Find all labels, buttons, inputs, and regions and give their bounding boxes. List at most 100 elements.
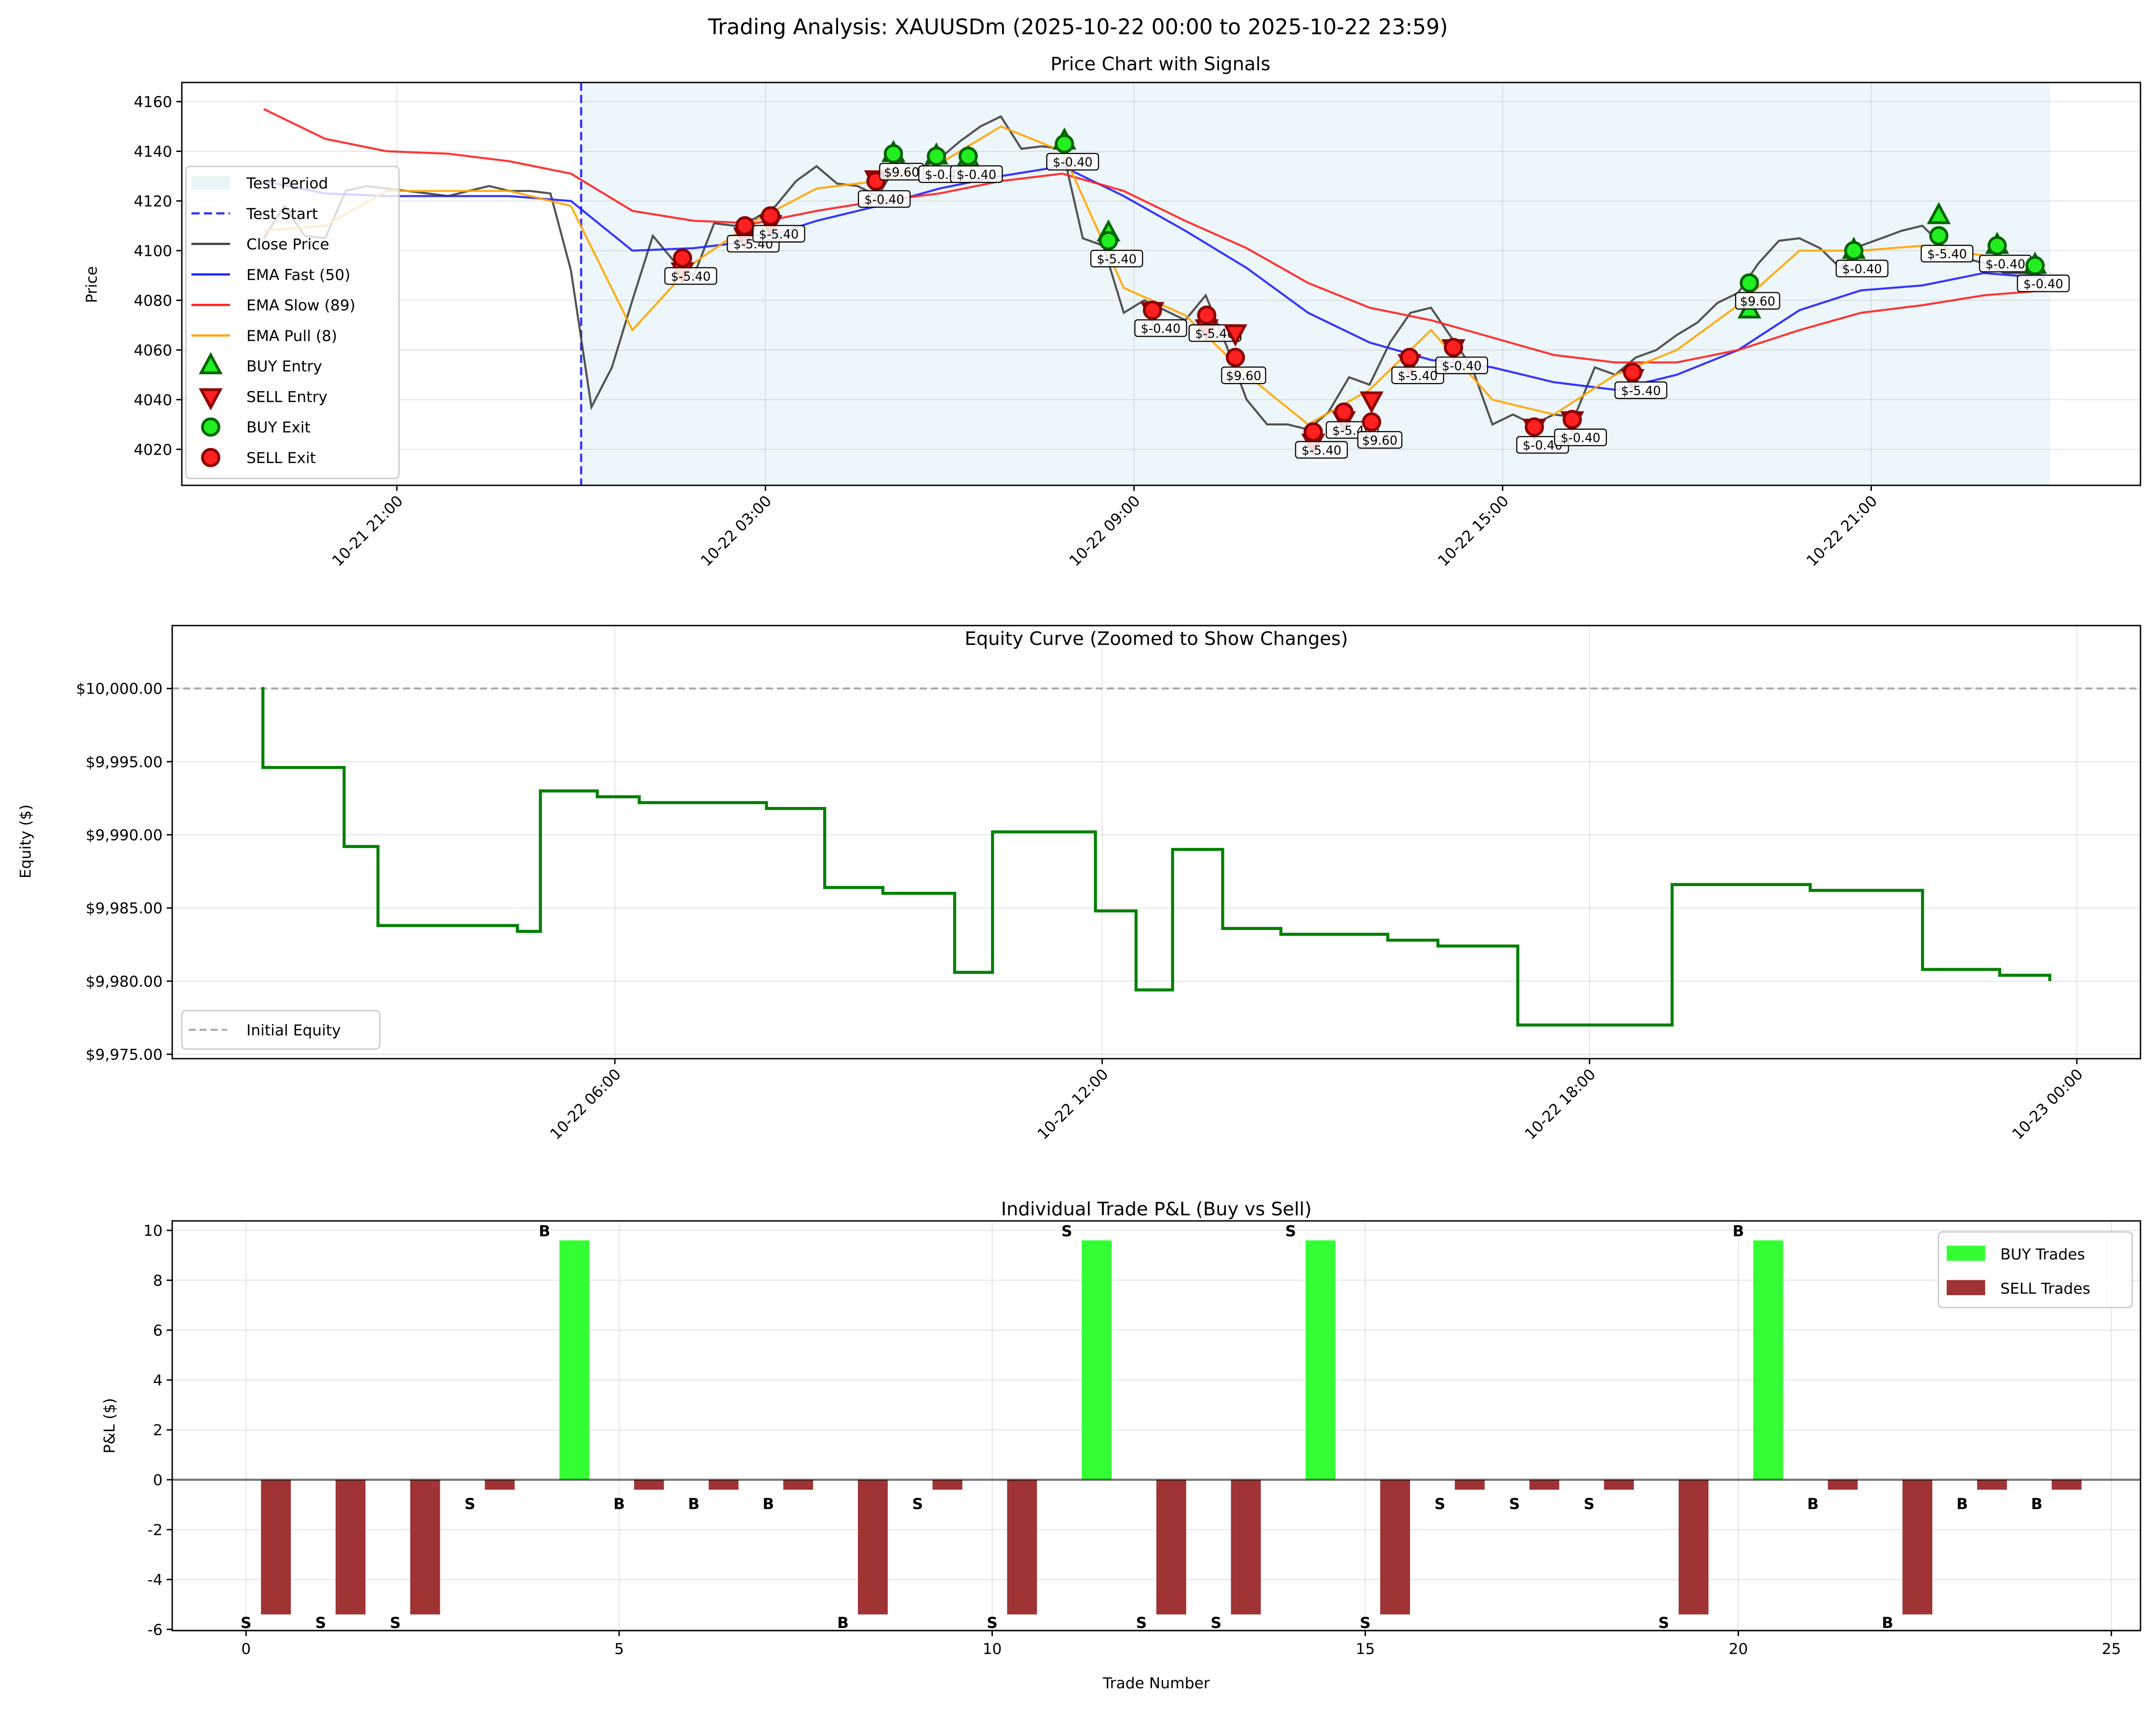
trade-side-label: S <box>241 1614 252 1632</box>
trade-side-label: S <box>1061 1223 1072 1240</box>
trade-side-label: S <box>1435 1495 1446 1513</box>
sell-exit-marker <box>1362 412 1382 432</box>
sell-exit-marker <box>1399 348 1419 367</box>
pnl-label: $9.60 <box>884 165 919 180</box>
trade-side-label: S <box>1360 1614 1371 1632</box>
trade-side-label: S <box>1136 1614 1147 1632</box>
pnl-label: $-0.40 <box>1053 155 1093 170</box>
pnl-bar <box>2051 1479 2082 1490</box>
legend-box <box>181 1010 380 1050</box>
pnl-bar <box>485 1479 515 1490</box>
pnl-chart: -6 -4 -2 0 2 4 6 8 10 0 5 10 15 20 25 S S S S B B B B B S S S S S S S S… <box>143 1220 2142 1658</box>
pnl-label: $-5.40 <box>1302 444 1342 458</box>
y-tick-label: 4100 <box>134 243 172 260</box>
legend-label: Close Price <box>246 236 329 253</box>
pnl-label: $-5.40 <box>1398 369 1438 383</box>
legend-label: EMA Fast (50) <box>246 266 351 284</box>
pnl-bar <box>1305 1240 1336 1480</box>
legend-label: BUY Trades <box>2000 1246 2085 1263</box>
pnl-label: $-5.40 <box>759 228 799 242</box>
trade-side-label: B <box>2031 1495 2043 1513</box>
sell-exit-marker <box>1142 301 1162 320</box>
pnl-bar <box>1529 1479 1559 1490</box>
trade-side-label: S <box>1210 1614 1221 1632</box>
sell-exit-marker <box>1444 338 1464 357</box>
sell-exit-marker <box>1197 305 1217 325</box>
pnl-bar <box>335 1479 366 1614</box>
pnl-label-box <box>950 165 1003 183</box>
pnl-label-box <box>1614 381 1668 399</box>
y-tick-label: 4020 <box>134 441 172 459</box>
buy-entry-marker <box>1926 202 1951 224</box>
pnl-label: $-0.40 <box>1985 257 2025 272</box>
pnl-label: $-0.40 <box>1141 322 1181 336</box>
trade-side-label: S <box>464 1495 475 1513</box>
y-tick-label: 4160 <box>134 94 172 111</box>
pnl-bar <box>1977 1479 2007 1490</box>
pnl-bar <box>1380 1479 1410 1614</box>
trade-side-label: S <box>912 1495 923 1513</box>
pnl-label-box <box>1835 260 1889 277</box>
y-tick-label: 4040 <box>134 392 172 409</box>
legend-swatch-test-period <box>191 176 230 190</box>
y-tick-label: 10 <box>143 1222 163 1240</box>
legend-label: SELL Trades <box>2000 1280 2090 1298</box>
pnl-legend: BUY Trades SELL Trades <box>1938 1231 2133 1309</box>
trade-side-label: B <box>1956 1495 1968 1513</box>
pnl-label-box <box>1435 356 1488 374</box>
sell-entry-marker <box>1223 324 1247 347</box>
y-tick-label: 4 <box>153 1372 163 1389</box>
x-tick-label: 0 <box>241 1641 251 1658</box>
buy-exit-marker <box>1055 134 1074 154</box>
sell-exit-marker <box>1562 410 1582 429</box>
pnl-label: $-5.40 <box>1097 252 1137 267</box>
legend-label: SELL Entry <box>246 388 327 406</box>
pnl-bar <box>1007 1479 1037 1614</box>
pnl-label-box <box>752 225 805 243</box>
pnl-label: $-0.40 <box>1442 359 1482 373</box>
y-tick-label: 0 <box>153 1472 163 1489</box>
trade-side-label: S <box>1584 1495 1595 1513</box>
pnl-y-label: P&L ($) <box>101 1398 118 1453</box>
legend-buy-entry-icon <box>199 352 223 374</box>
pnl-label-box <box>1920 245 1974 263</box>
pnl-label: $-0.40 <box>956 168 996 182</box>
pnl-label: $-0.40 <box>1842 262 1882 277</box>
equity-chart-title: Equity Curve (Zoomed to Show Changes) <box>964 628 1348 650</box>
sell-exit-marker <box>1524 417 1544 437</box>
plot-frame <box>171 625 2142 1060</box>
x-tick-label: 20 <box>1729 1641 1748 1658</box>
legend-sell-entry-icon <box>199 388 223 410</box>
test-period-shade <box>581 82 2050 486</box>
series-line-ema-slow-89 <box>263 108 2046 364</box>
pnl-label-box <box>1090 249 1143 268</box>
trade-side-label: B <box>1807 1495 1819 1513</box>
sell-exit-marker <box>1623 362 1642 382</box>
buy-exit-marker <box>1739 273 1759 293</box>
x-tick-label: 10 <box>983 1641 1002 1658</box>
pnl-label-box <box>1391 366 1444 384</box>
pnl-x-label: Trade Number <box>1102 1675 1210 1692</box>
pnl-label: $-0.40 <box>864 192 904 207</box>
trade-side-label: B <box>1882 1614 1893 1632</box>
plot-frame <box>181 82 2142 486</box>
trade-side-label: S <box>315 1614 326 1632</box>
legend-box <box>1938 1231 2133 1309</box>
pnl-bar <box>634 1479 664 1490</box>
y-tick-label: 4120 <box>134 193 172 210</box>
price-legend: Test Period Test Start Close Price EMA Fast… <box>185 165 400 479</box>
y-tick-label: 8 <box>153 1272 163 1290</box>
sell-exit-marker <box>1303 422 1323 442</box>
trade-side-label: S <box>1658 1614 1669 1632</box>
equity-y-label: Equity ($) <box>17 805 35 878</box>
pnl-label: $-0.40 <box>2023 277 2063 292</box>
sell-exit-marker <box>760 206 780 226</box>
trade-side-label: B <box>762 1495 774 1513</box>
buy-exit-marker <box>1929 226 1949 246</box>
pnl-label: $-5.40 <box>1621 384 1661 398</box>
y-tick-label: -2 <box>148 1522 163 1539</box>
y-tick-label: 6 <box>153 1322 163 1340</box>
trade-side-label: B <box>1733 1223 1744 1240</box>
buy-exit-marker <box>926 146 946 166</box>
